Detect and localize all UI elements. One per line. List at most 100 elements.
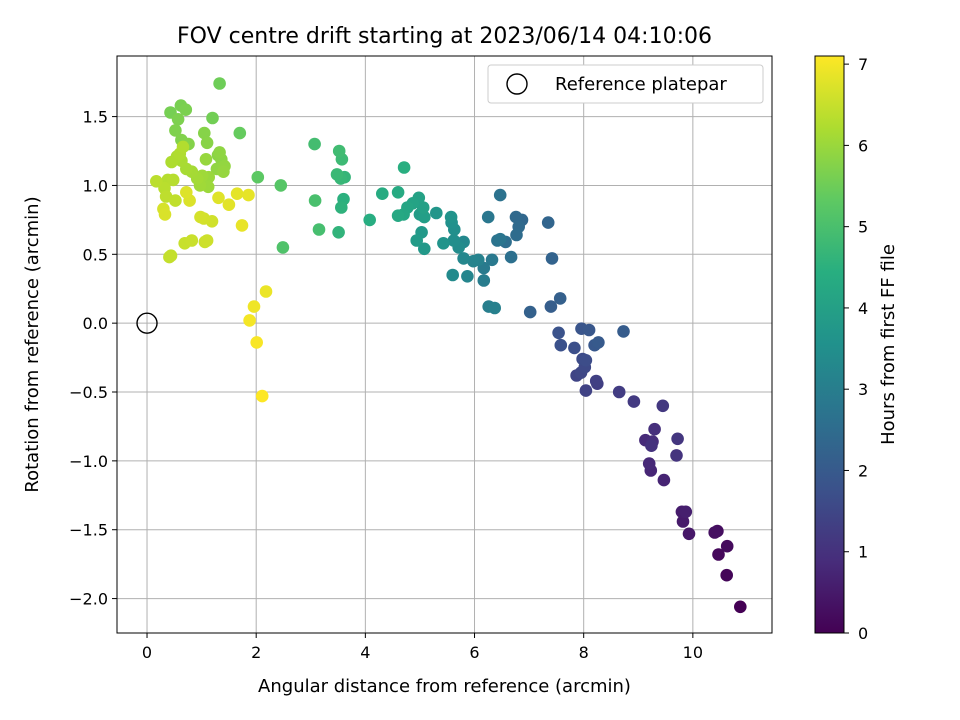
data-point: [418, 242, 431, 256]
data-point: [437, 237, 450, 250]
legend-box: [487, 64, 764, 104]
chart-title: FOV centre drift starting at 2023/06/14 …: [177, 24, 712, 49]
data-point: [165, 155, 178, 169]
colorbar-tick-label: 6: [858, 136, 868, 155]
data-point: [171, 113, 185, 126]
x-axis-ticks: 0 2 4 6 8 10: [142, 633, 703, 662]
x-tick-label: 10: [683, 643, 703, 662]
colorbar-label: Hours from first FF file: [878, 244, 899, 445]
data-point: [488, 301, 502, 315]
data-point: [166, 173, 180, 187]
data-point: [670, 449, 683, 462]
y-tick-label: 1.0: [83, 176, 108, 195]
data-point: [242, 188, 255, 202]
data-point: [213, 146, 226, 159]
data-point: [255, 389, 269, 403]
data-point: [217, 165, 230, 178]
data-point: [541, 216, 555, 229]
data-point: [461, 270, 474, 283]
data-point: [158, 208, 172, 221]
data-point: [308, 137, 321, 151]
data-point: [671, 432, 684, 446]
data-point: [416, 201, 430, 214]
data-point: [656, 399, 670, 413]
data-point: [545, 252, 559, 265]
data-point: [230, 187, 244, 200]
data-point: [504, 250, 518, 264]
data-point: [579, 354, 593, 367]
data-point: [376, 187, 389, 200]
colorbar: 0 1 2 3 4 5 6 7 Hours from first FF file: [814, 55, 899, 643]
data-point: [457, 252, 470, 265]
x-tick-label: 4: [360, 643, 370, 662]
data-point: [734, 600, 747, 614]
data-point: [169, 124, 182, 137]
colorbar-ticks: 0 1 2 3 4 5 6 7: [844, 55, 868, 643]
x-tick-label: 8: [579, 643, 589, 662]
data-point: [676, 515, 690, 528]
data-point: [510, 228, 523, 242]
data-point: [247, 300, 261, 313]
data-point: [657, 473, 671, 487]
data-point: [589, 374, 603, 388]
data-point: [212, 191, 225, 205]
data-point: [679, 505, 693, 519]
data-point: [552, 326, 565, 340]
data-points: [150, 77, 747, 614]
y-axis-ticks: −2.0 −1.5 −1.0 −0.5 0.0 0.5 1.0 1.5: [69, 108, 117, 609]
data-point: [259, 285, 273, 298]
data-point: [391, 209, 405, 222]
legend-marker: [506, 73, 528, 95]
data-point: [397, 161, 411, 174]
reference-marker: [136, 312, 158, 334]
data-point: [485, 253, 499, 267]
data-point: [335, 201, 348, 214]
colorbar-tick-label: 4: [858, 299, 868, 318]
data-point: [185, 234, 199, 247]
data-point: [213, 77, 226, 90]
data-point: [250, 336, 263, 349]
data-point: [200, 136, 214, 150]
colorbar-frame: [814, 55, 845, 634]
data-point: [200, 234, 214, 247]
grid-lines: [117, 56, 772, 633]
data-point: [180, 186, 193, 199]
data-point: [179, 103, 193, 116]
colorbar-tick-label: 7: [858, 55, 868, 74]
colorbar-tick-label: 3: [858, 380, 868, 399]
y-tick-label: −2.0: [69, 590, 108, 609]
data-point: [645, 439, 658, 453]
data-point: [447, 234, 461, 247]
data-point: [274, 179, 288, 192]
data-point: [477, 274, 491, 287]
data-point: [235, 219, 249, 232]
data-point: [627, 395, 641, 408]
legend: Reference platepar: [487, 64, 764, 104]
data-point: [568, 341, 581, 355]
y-tick-label: −1.5: [69, 521, 108, 540]
data-point: [544, 300, 558, 313]
x-tick-label: 6: [469, 643, 479, 662]
legend-label: Reference platepar: [555, 74, 727, 95]
y-axis-label: Rotation from reference (arcmin): [22, 196, 43, 492]
data-point: [493, 232, 507, 246]
data-point: [363, 213, 377, 227]
colorbar-tick-label: 5: [858, 218, 868, 237]
data-point: [332, 144, 346, 158]
data-point: [199, 153, 213, 166]
data-point: [418, 210, 431, 224]
colorbar-tick-label: 2: [858, 461, 868, 480]
x-axis-label: Angular distance from reference (arcmin): [258, 676, 631, 697]
data-point: [430, 206, 443, 220]
data-point: [612, 385, 626, 399]
data-point: [708, 526, 721, 539]
data-point: [554, 338, 568, 352]
data-point: [198, 126, 211, 140]
data-point: [446, 268, 460, 282]
data-point: [163, 250, 176, 264]
y-tick-label: 1.5: [83, 108, 108, 127]
y-tick-label: 0.5: [83, 245, 108, 264]
colorbar-gradient: [815, 56, 844, 633]
data-point: [391, 186, 405, 199]
data-point: [243, 314, 256, 327]
